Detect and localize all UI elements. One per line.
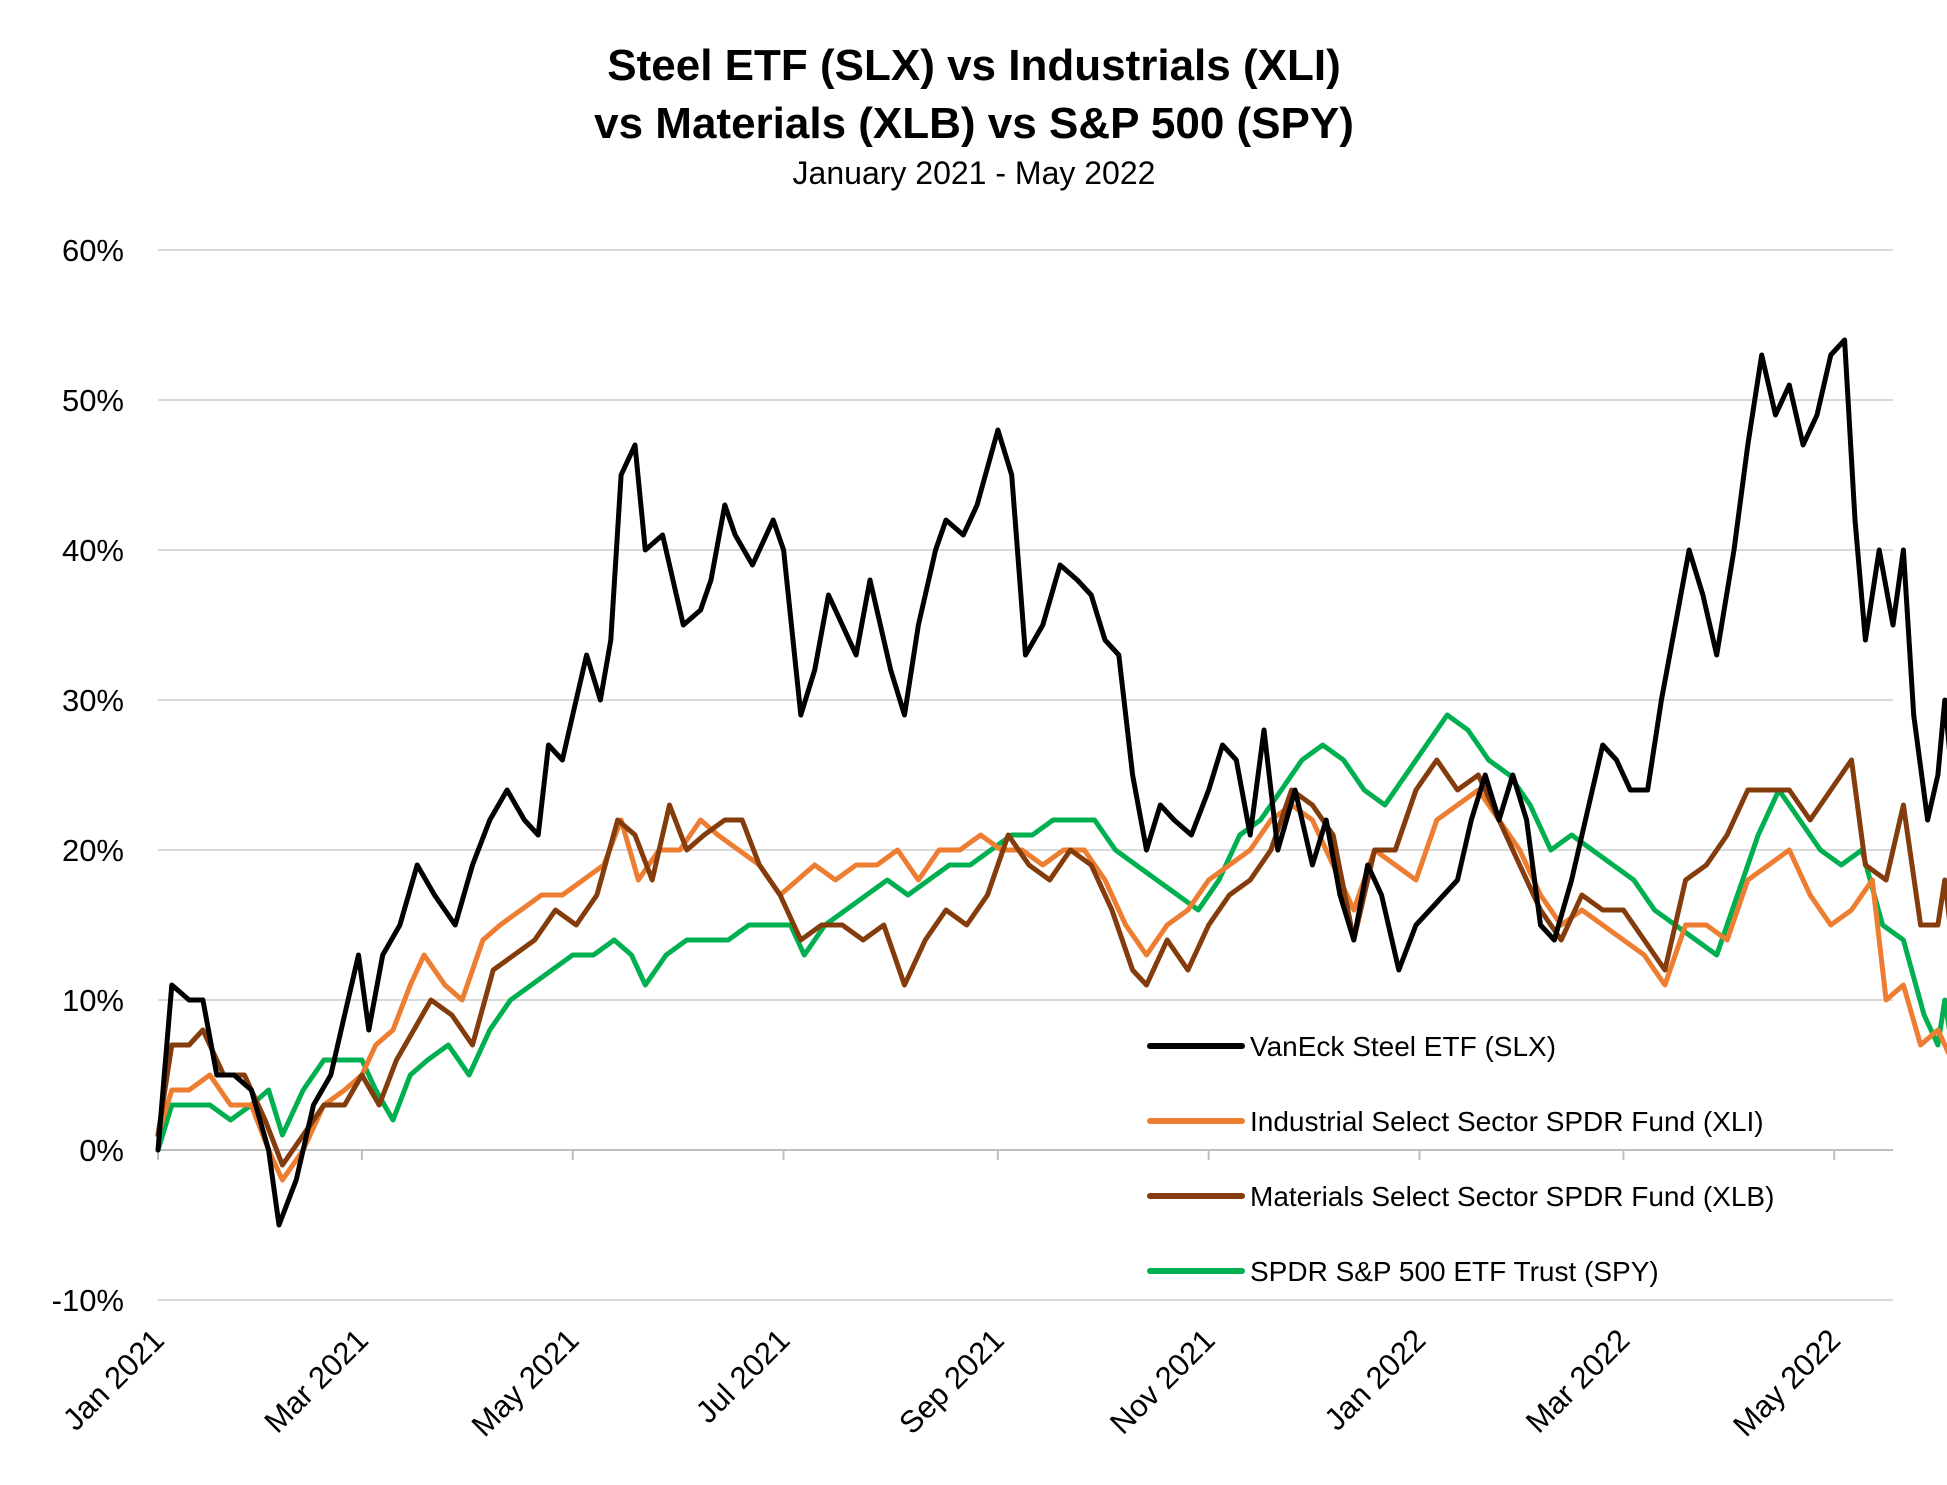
x-tick-label: Mar 2022	[1519, 1322, 1636, 1439]
legend-label: Industrial Select Sector SPDR Fund (XLI)	[1250, 1106, 1764, 1137]
x-tick-label: Mar 2021	[258, 1322, 375, 1439]
y-tick-label: -10%	[52, 1283, 124, 1318]
x-tick-label: Jul 2021	[689, 1322, 797, 1430]
y-tick-label: 30%	[62, 683, 124, 718]
series-line	[155, 337, 1947, 1228]
x-tick-label: May 2021	[465, 1322, 586, 1443]
legend: VanEck Steel ETF (SLX) Industrial Select …	[1147, 1031, 1774, 1287]
y-tick-label: 10%	[62, 983, 124, 1018]
y-tick-label: 50%	[62, 383, 124, 418]
series-lines	[155, 337, 1947, 1228]
legend-label: SPDR S&P 500 ETF Trust (SPY)	[1250, 1256, 1659, 1287]
chart-title-line-1: Steel ETF (SLX) vs Industrials (XLI)	[607, 41, 1340, 90]
x-tick-label: Sep 2021	[892, 1322, 1011, 1441]
legend-label: Materials Select Sector SPDR Fund (XLB)	[1250, 1181, 1774, 1212]
series-line	[155, 712, 1947, 1153]
gridlines	[158, 249, 1893, 1301]
series-line	[155, 757, 1947, 1168]
legend-label: VanEck Steel ETF (SLX)	[1250, 1031, 1556, 1062]
y-tick-label: 0%	[79, 1133, 124, 1168]
y-tick-label: 20%	[62, 833, 124, 868]
x-tick-label: Nov 2021	[1103, 1322, 1222, 1441]
y-axis: -10% 0% 10% 20% 30% 40% 50% 60%	[52, 233, 124, 1318]
x-tick-label: Jan 2021	[56, 1322, 171, 1437]
chart-subtitle: January 2021 - May 2022	[793, 155, 1156, 191]
x-tick-label: May 2022	[1726, 1322, 1847, 1443]
x-tick-label: Jan 2022	[1318, 1322, 1433, 1437]
y-tick-label: 40%	[62, 533, 124, 568]
chart-title-line-2: vs Materials (XLB) vs S&P 500 (SPY)	[594, 99, 1354, 148]
y-tick-label: 60%	[62, 233, 124, 268]
series-line	[155, 787, 1947, 1183]
